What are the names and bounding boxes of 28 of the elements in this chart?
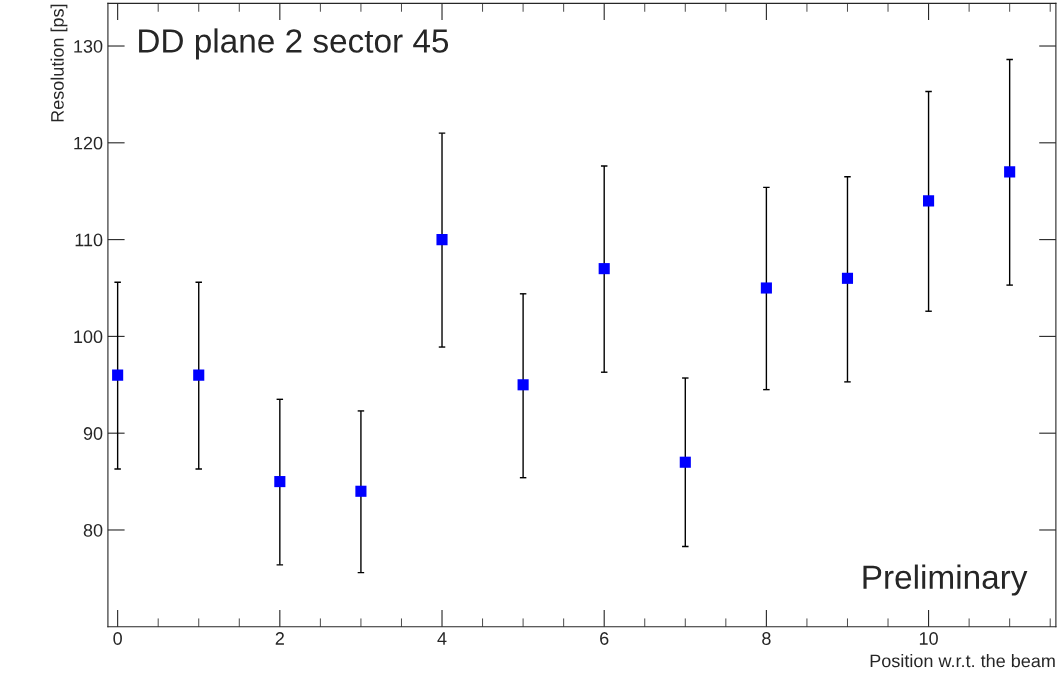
y-tick-label: 120 (74, 136, 103, 150)
x-tick-label: 10 (919, 632, 938, 645)
y-tick-label: 110 (75, 233, 103, 247)
point (923, 195, 935, 207)
point (760, 282, 772, 294)
point (1004, 166, 1016, 178)
y-tick-label: 80 (83, 523, 103, 537)
point (112, 369, 124, 381)
x-tick-label: 0 (113, 632, 122, 645)
point (679, 456, 691, 468)
y-tick-label: 100 (74, 330, 103, 344)
point (355, 485, 367, 497)
point (274, 476, 286, 488)
annotation: Preliminary (863, 564, 1028, 596)
point (193, 369, 205, 381)
y-tick-label: 130 (74, 39, 103, 53)
point (598, 263, 610, 275)
x-tick-label: 4 (437, 632, 447, 645)
y-axis-title: Resolution [ps] (50, 4, 68, 122)
point (841, 272, 854, 284)
x-tick-label: 6 (600, 632, 609, 645)
x-tick-label: 2 (275, 632, 284, 645)
point (517, 379, 529, 391)
x-tick-label: 8 (762, 632, 771, 645)
point (436, 234, 448, 246)
annotation: DD plane 2 sector 45 (139, 28, 449, 60)
x-axis-title: Position w.r.t. the beam (870, 654, 1055, 668)
y-tick-label: 90 (83, 427, 103, 440)
